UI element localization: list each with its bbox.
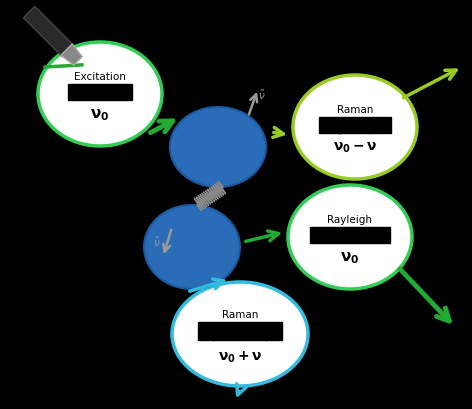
Ellipse shape <box>172 282 308 386</box>
FancyBboxPatch shape <box>68 85 132 101</box>
Ellipse shape <box>38 43 162 147</box>
FancyBboxPatch shape <box>198 322 282 340</box>
Text: Rayleigh: Rayleigh <box>328 214 372 225</box>
Text: $\tilde{\nu}$: $\tilde{\nu}$ <box>258 88 266 101</box>
Text: Raman: Raman <box>222 309 258 319</box>
Ellipse shape <box>144 205 240 289</box>
Ellipse shape <box>288 186 412 289</box>
Text: $\mathbf{\nu_0 + \nu}$: $\mathbf{\nu_0 + \nu}$ <box>218 348 262 364</box>
FancyBboxPatch shape <box>310 227 390 243</box>
Text: Raman: Raman <box>337 105 373 115</box>
Text: $\tilde{\nu}$: $\tilde{\nu}$ <box>153 235 161 248</box>
Text: Excitation: Excitation <box>74 72 126 82</box>
Ellipse shape <box>293 76 417 180</box>
Text: $\mathbf{\nu_0}$: $\mathbf{\nu_0}$ <box>90 107 110 123</box>
Polygon shape <box>61 45 82 66</box>
Text: $\mathbf{\nu_0}$: $\mathbf{\nu_0}$ <box>340 249 360 265</box>
Text: $\mathbf{\nu_0 - \nu}$: $\mathbf{\nu_0 - \nu}$ <box>333 140 377 155</box>
FancyBboxPatch shape <box>319 118 391 134</box>
Polygon shape <box>24 7 74 58</box>
Text: (anti stokes): (anti stokes) <box>212 334 268 343</box>
Text: (stokes): (stokes) <box>337 127 373 136</box>
Ellipse shape <box>170 108 266 188</box>
